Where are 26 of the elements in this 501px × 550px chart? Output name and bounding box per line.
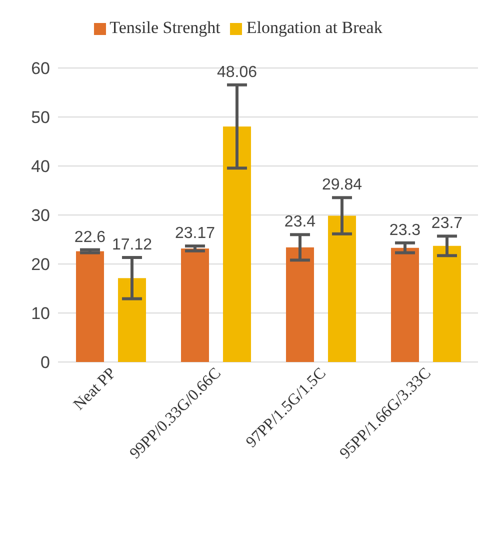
data-label: 48.06 <box>216 64 258 81</box>
data-label: 23.7 <box>431 215 463 232</box>
data-label: 22.6 <box>74 228 106 246</box>
bar <box>286 247 314 362</box>
bar <box>391 248 419 362</box>
data-label: 23.3 <box>389 222 421 239</box>
y-tick-label: 50 <box>31 108 50 128</box>
y-tick-label: 10 <box>31 304 50 324</box>
y-tick-label: 60 <box>31 59 50 78</box>
data-label: 23.17 <box>174 225 216 242</box>
data-label: 29.84 <box>322 176 362 194</box>
bar <box>181 248 209 362</box>
bar <box>118 278 146 362</box>
legend-label: Elongation at Break <box>246 18 382 37</box>
bar <box>433 246 461 362</box>
y-tick-label: 30 <box>31 206 50 226</box>
y-tick-label: 40 <box>31 157 50 176</box>
data-label: 17.12 <box>112 236 152 254</box>
x-tick-label: Neat PP <box>70 364 120 414</box>
y-tick-label: 20 <box>31 255 50 274</box>
bar <box>76 251 104 362</box>
legend-label: Tensile Strenght <box>110 18 220 37</box>
data-label: 23.4 <box>284 214 316 231</box>
bar <box>328 216 356 362</box>
y-tick-label: 0 <box>40 353 50 372</box>
bar <box>223 126 251 362</box>
